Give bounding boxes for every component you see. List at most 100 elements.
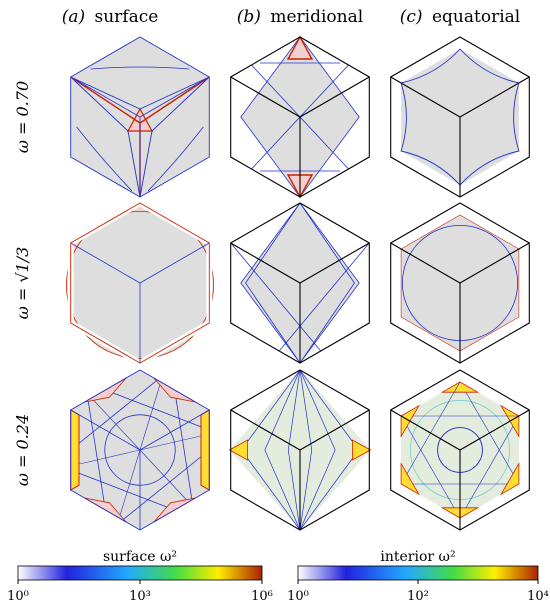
hot-band	[500, 462, 520, 496]
ray-path	[122, 449, 210, 521]
panel-surface-row-0	[70, 36, 210, 198]
ray-path	[230, 242, 322, 352]
colorbar-tick-label: 10⁰	[287, 589, 309, 604]
panel-meridional-row-0	[230, 35, 370, 199]
hot-band	[200, 409, 210, 491]
ray-path	[151, 76, 210, 132]
cube-edge	[299, 242, 370, 284]
panel-meridional-row-2	[228, 369, 372, 531]
panel-equatorial-row-1	[390, 202, 530, 364]
ray-path	[87, 399, 106, 511]
hot-path	[139, 76, 210, 124]
hot-path	[70, 76, 141, 124]
ray-path	[139, 76, 210, 110]
cube-edge	[459, 409, 530, 451]
column-label: meridional	[270, 7, 363, 27]
hot-band	[440, 381, 480, 393]
column-tag: (a)	[62, 7, 85, 27]
column-title-surface: (a) surface	[62, 7, 159, 27]
ray-path	[299, 449, 336, 531]
panel-equatorial-row-2	[390, 369, 530, 531]
colorbar-label: interior ω²	[380, 549, 455, 565]
cube-edge	[299, 76, 370, 118]
cube-edge	[70, 242, 141, 284]
panel-grid	[66, 35, 530, 531]
hot-spot	[286, 35, 314, 60]
ray-path	[287, 449, 301, 531]
ray-path	[459, 415, 520, 519]
hot-band	[228, 439, 249, 461]
cube-edge	[459, 242, 530, 284]
column-title-meridional: (b) meridional	[237, 7, 363, 27]
ray-path	[70, 469, 175, 511]
ray-path	[139, 381, 162, 451]
panel-surface-row-1	[66, 199, 214, 367]
hot-band	[400, 462, 420, 496]
ray-arc	[147, 126, 204, 192]
column-label: surface	[95, 7, 159, 27]
ray-path	[70, 379, 158, 451]
cube-edge	[139, 76, 210, 118]
cube-edge	[459, 76, 530, 118]
cube-edge	[390, 242, 461, 284]
colorbar-surface: surface ω² 10⁰ 10³ 10⁶	[7, 549, 273, 604]
cube-edge	[390, 76, 461, 118]
hot-band	[351, 439, 372, 461]
ray-path	[127, 130, 141, 198]
cube-edge	[70, 76, 141, 118]
colorbar-strip	[297, 565, 539, 581]
row-label-070: ω = 0.70	[13, 81, 32, 153]
colorbar-interior: interior ω² 10⁰ 10² 10⁴	[287, 549, 549, 604]
column-label: equatorial	[432, 7, 520, 27]
cube-edge	[230, 242, 301, 284]
cube-edge	[230, 76, 301, 118]
ray-path	[299, 369, 313, 451]
ray-path	[241, 449, 301, 531]
cube-edge	[139, 242, 210, 284]
colorbar-tick-label: 10²	[407, 589, 429, 604]
row-label-sqrt13: ω = √1/3	[13, 247, 32, 320]
column-tag: (b)	[237, 7, 261, 27]
ray-path	[174, 389, 193, 501]
cube-edge	[299, 409, 370, 451]
ray-path	[278, 242, 370, 352]
ray-path	[70, 76, 129, 132]
ray-path	[299, 369, 359, 451]
ray-path	[287, 369, 301, 451]
panel-meridional-row-1	[230, 202, 370, 364]
ray-path	[299, 449, 313, 531]
cube-edge	[230, 409, 301, 451]
ray-path	[264, 369, 301, 451]
cube-edge	[139, 409, 210, 451]
ray-path	[91, 397, 141, 451]
column-title-equatorial: (c) equatorial	[400, 7, 520, 27]
colorbar-tick-label: 10⁴	[527, 589, 549, 604]
column-tag: (c)	[400, 7, 423, 27]
ray-path	[118, 449, 141, 519]
ray-path	[70, 76, 141, 110]
ray-path	[400, 415, 461, 519]
row-label-024: ω = 0.24	[13, 414, 32, 486]
ray-arc	[90, 66, 190, 70]
cube-edge	[70, 409, 141, 451]
panel-surface-row-2	[70, 369, 210, 531]
ray-path	[105, 389, 210, 431]
hot-band	[70, 409, 80, 491]
ray-path	[139, 449, 189, 503]
ray-path	[139, 433, 210, 451]
ray-path	[299, 449, 359, 531]
ray-path	[264, 449, 301, 531]
colorbar-strip	[17, 565, 263, 581]
colorbar-tick-label: 10⁶	[251, 589, 273, 604]
panel-equatorial-row-0	[390, 36, 530, 198]
colorbar-label: surface ω²	[103, 549, 177, 565]
colorbar-tick-label: 10³	[129, 589, 151, 604]
ray-path	[241, 369, 301, 451]
ray-arc	[76, 126, 133, 192]
ray-path	[299, 369, 336, 451]
ray-path	[70, 449, 141, 467]
ray-path	[139, 130, 153, 198]
colorbar-tick-label: 10⁰	[7, 589, 29, 604]
cube-edge	[390, 409, 461, 451]
